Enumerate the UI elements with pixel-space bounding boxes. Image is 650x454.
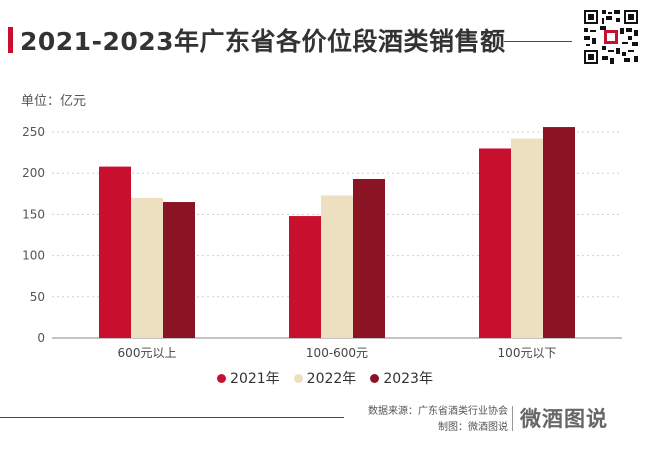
legend-swatch [370, 374, 380, 383]
legend-swatch [217, 374, 227, 383]
y-tick-label: 150 [22, 207, 45, 221]
y-tick-label: 50 [30, 290, 45, 304]
footer-divider [512, 406, 513, 431]
bar [289, 216, 321, 338]
x-tick-label: 600元以上 [118, 346, 177, 360]
y-tick-label: 0 [37, 331, 45, 345]
y-tick-label: 200 [22, 166, 45, 180]
credit-text: 制图：微酒图说 [438, 422, 508, 433]
bar [543, 127, 575, 338]
legend-label: 2021年 [230, 371, 280, 387]
footer-rule [0, 417, 344, 418]
y-tick-label: 100 [22, 249, 45, 263]
legend-item: 2022年 [293, 368, 357, 388]
x-tick-label: 100元以下 [498, 346, 557, 360]
unit-label: 单位：亿元 [21, 94, 87, 109]
legend-item: 2023年 [370, 368, 433, 388]
bar [479, 148, 511, 338]
title-accent-bar [8, 27, 13, 53]
chart-legend: 2021年 2022年 2023年 [0, 368, 650, 388]
x-tick-label: 100-600元 [306, 346, 368, 360]
qr-code-icon [582, 8, 640, 66]
bar-chart: 0 50 100 150 200 250 600元以上 100-600元 100元以下 [22, 125, 622, 360]
legend-item: 2021年 [217, 368, 280, 388]
brand-logo: 微酒图说 [520, 407, 608, 431]
bar [321, 195, 353, 338]
chart-title: 2021-2023年广东省各价位段酒类销售额 [20, 27, 506, 56]
bar [131, 197, 163, 338]
legend-swatch [293, 374, 303, 383]
y-tick-label: 250 [22, 125, 45, 139]
source-text: 数据来源：广东省酒类行业协会 [368, 406, 508, 417]
legend-label: 2022年 [306, 371, 357, 387]
bar [353, 178, 385, 338]
legend-label: 2023年 [383, 371, 433, 387]
source-block: 数据来源：广东省酒类行业协会 制图：微酒图说 [368, 404, 508, 436]
bar [99, 166, 131, 338]
bar [511, 138, 543, 338]
title-rule [504, 41, 572, 42]
bar [163, 202, 195, 338]
